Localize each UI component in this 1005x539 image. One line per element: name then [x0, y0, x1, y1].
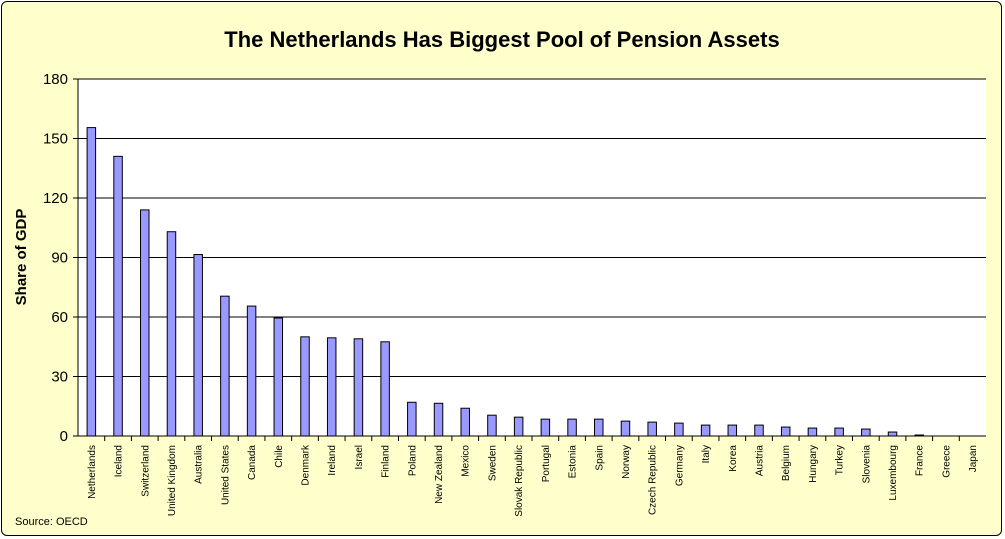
x-tick-label: Switzerland	[140, 445, 151, 497]
x-tick-label: Poland	[407, 445, 418, 476]
x-tick-label: Italy	[701, 445, 712, 463]
x-tick-label: Ireland	[327, 445, 338, 476]
bar	[620, 420, 631, 437]
bar	[780, 426, 791, 437]
x-tick-label: Turkey	[835, 445, 846, 475]
y-tick-label: 180	[43, 71, 68, 88]
x-tick-label: Norway	[621, 445, 632, 479]
bar	[647, 421, 657, 437]
x-tick-label: Finland	[381, 445, 392, 478]
bars	[86, 127, 924, 437]
bar	[700, 424, 711, 437]
x-tick-label: France	[915, 445, 926, 477]
y-tick-label: 120	[43, 190, 68, 207]
bar	[727, 424, 738, 437]
bar	[887, 431, 898, 437]
x-tick-label: Iceland	[114, 445, 125, 477]
bar	[246, 305, 257, 437]
bar	[460, 407, 470, 437]
y-tick-label: 30	[51, 369, 68, 386]
x-tick-label: Slovak Republic	[514, 445, 525, 517]
bar	[300, 336, 310, 437]
x-tick-label: Japan	[968, 445, 979, 472]
bar	[380, 341, 390, 437]
x-tick-label: Korea	[728, 445, 739, 472]
x-tick-label: United States	[220, 445, 231, 505]
x-tick-label: New Zealand	[434, 445, 445, 504]
x-tick-label: Denmark	[301, 444, 312, 486]
chart-title: The Netherlands Has Biggest Pool of Pens…	[224, 27, 779, 52]
x-tick-label: Slovenia	[861, 445, 872, 484]
x-tick-label: Australia	[194, 445, 205, 484]
y-tick-label: 150	[43, 131, 68, 148]
y-axis-ticks: 0 30 60 90 120 150 180	[43, 71, 78, 445]
bar	[166, 231, 177, 437]
bar	[326, 337, 337, 437]
y-tick-label: 0	[60, 428, 68, 445]
y-tick-label: 90	[51, 250, 68, 267]
bar	[834, 427, 844, 437]
x-tick-label: Mexico	[461, 445, 472, 477]
bar	[674, 422, 684, 437]
bar	[273, 317, 284, 437]
bar	[113, 155, 123, 437]
x-tick-label: Canada	[247, 445, 258, 480]
source-note: Source: OECD	[15, 516, 88, 528]
bar	[754, 424, 764, 437]
bar	[407, 401, 417, 437]
x-tick-label: United Kingdom	[167, 445, 178, 516]
bar	[567, 418, 577, 437]
x-tick-label: Czech Republic	[648, 445, 659, 515]
x-tick-label: Portugal	[541, 445, 552, 482]
x-tick-label: Chile	[274, 445, 285, 468]
bar	[594, 418, 604, 437]
x-axis-ticks: Netherlands Iceland Switzerland United King…	[87, 436, 979, 517]
x-tick-label: Belgium	[781, 445, 792, 481]
x-tick-label: Sweden	[487, 445, 498, 481]
x-tick-label: Spain	[594, 445, 605, 471]
bar	[220, 295, 230, 437]
x-tick-label: Austria	[755, 445, 766, 477]
bar	[433, 402, 444, 437]
x-tick-label: Greece	[941, 445, 952, 478]
bar	[807, 427, 818, 437]
bar	[540, 418, 551, 437]
bar	[353, 338, 364, 437]
x-tick-label: Luxembourg	[888, 445, 899, 501]
bar	[513, 416, 524, 437]
bar	[140, 209, 150, 437]
bar	[193, 254, 203, 437]
x-tick-label: Israel	[354, 445, 365, 469]
x-tick-label: Estonia	[568, 445, 579, 479]
x-tick-label: Germany	[674, 445, 685, 486]
x-tick-label: Hungary	[808, 445, 819, 483]
bar	[86, 127, 97, 437]
x-tick-label: Netherlands	[87, 445, 98, 499]
y-tick-label: 60	[51, 309, 68, 326]
bar	[487, 414, 497, 437]
y-axis-label: Share of GDP	[13, 209, 30, 306]
bar	[861, 428, 871, 437]
